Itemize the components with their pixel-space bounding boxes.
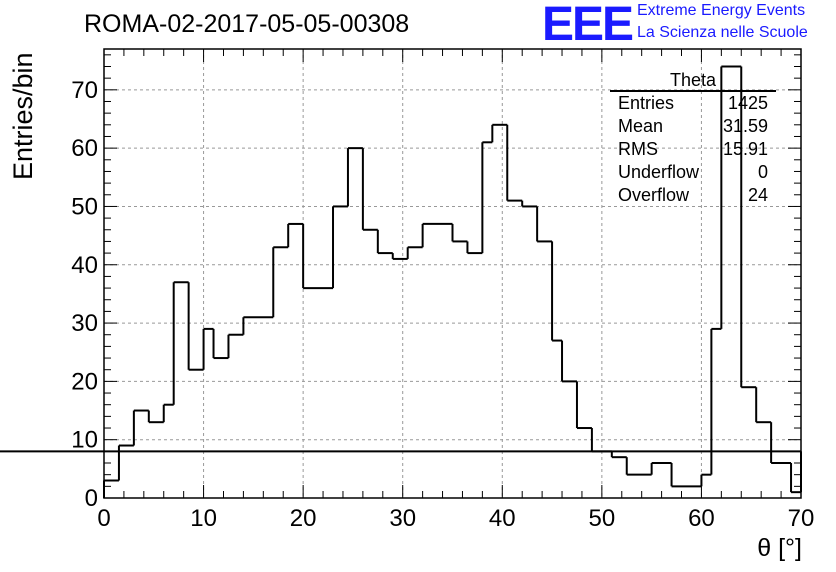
stats-row-underflow: Underflow 0 xyxy=(610,161,776,184)
stats-label: Underflow xyxy=(618,162,700,182)
stats-value: 1425 xyxy=(727,93,768,113)
y-tick-label: 20 xyxy=(71,368,98,395)
stats-value: 31.59 xyxy=(722,116,768,136)
y-tick-label: 0 xyxy=(85,485,98,512)
stats-row-rms: RMS 15.91 xyxy=(610,138,776,161)
x-tick-label: 70 xyxy=(788,505,815,532)
y-tick-label: 30 xyxy=(71,310,98,337)
x-tick-label: 60 xyxy=(688,505,715,532)
x-tick-label: 20 xyxy=(290,505,317,532)
y-tick-label: 60 xyxy=(71,135,98,162)
run-title: ROMA-02-2017-05-05-00308 xyxy=(84,10,410,38)
stats-label: RMS xyxy=(618,139,658,159)
logo-subtitle-2: La Scienza nelle Scuole xyxy=(637,24,808,41)
stats-title: Theta xyxy=(610,70,776,92)
statistics-box: Theta Entries 1425 Mean 31.59 RMS 15.91 … xyxy=(610,70,776,207)
stats-value: 24 xyxy=(747,185,768,205)
y-tick-label: 10 xyxy=(71,427,98,454)
stats-label: Mean xyxy=(618,116,664,136)
x-tick-label: 40 xyxy=(489,505,516,532)
x-tick-label: 30 xyxy=(389,505,416,532)
stats-row-overflow: Overflow 24 xyxy=(610,184,776,207)
stats-value: 15.91 xyxy=(722,139,768,159)
x-tick-label: 0 xyxy=(97,505,110,532)
logo-subtitle-1: Extreme Energy Events xyxy=(637,2,806,19)
y-axis-label: Entries/bin xyxy=(8,52,38,180)
stats-label: Overflow xyxy=(618,185,690,205)
x-tick-label: 10 xyxy=(190,505,217,532)
stats-value: 0 xyxy=(757,162,768,182)
stats-row-entries: Entries 1425 xyxy=(610,92,776,115)
plot-frame xyxy=(103,48,802,499)
y-tick-label: 70 xyxy=(71,77,98,104)
y-tick-label: 50 xyxy=(71,193,98,220)
x-tick-label: 50 xyxy=(589,505,616,532)
stats-label: Entries xyxy=(618,93,675,113)
y-tick-label: 40 xyxy=(71,252,98,279)
stats-row-mean: Mean 31.59 xyxy=(610,115,776,138)
eee-logo: EEE xyxy=(542,0,634,51)
x-axis-label: θ [°] xyxy=(757,534,802,562)
